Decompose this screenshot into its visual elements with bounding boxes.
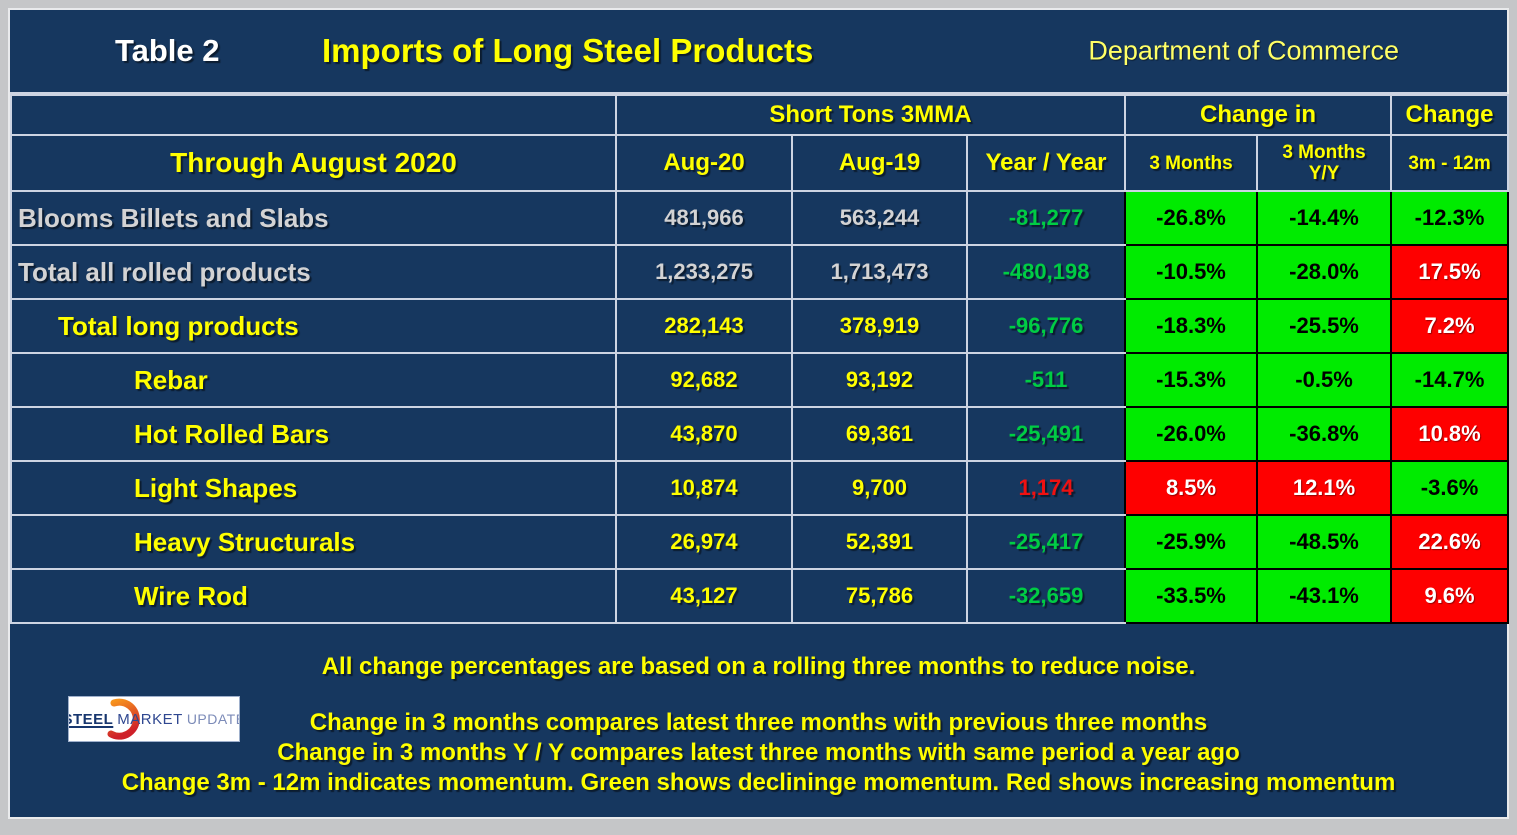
pct-3m-12m: 9.6% <box>1390 568 1510 624</box>
table-row: Hot Rolled Bars 43,870 69,361 -25,491 -26.0%… <box>10 406 1510 462</box>
row-label: Blooms Billets and Slabs <box>10 190 617 246</box>
table-row: Light Shapes 10,874 9,700 1,174 8.5% 12.1% -3.… <box>10 460 1510 516</box>
group-header-change: Change <box>1390 94 1510 136</box>
pct-3m: -26.0% <box>1124 406 1259 462</box>
pct-3m: -26.8% <box>1124 190 1259 246</box>
yoy-value: -32,659 <box>965 568 1127 624</box>
row-label: Hot Rolled Bars <box>10 406 617 462</box>
aug20-value: 10,874 <box>615 460 793 516</box>
imports-table: Short Tons 3MMA Change in Change Through… <box>10 94 1510 624</box>
pct-3m: -15.3% <box>1124 352 1259 408</box>
table-row: Blooms Billets and Slabs 481,966 563,244 -8… <box>10 190 1510 246</box>
column-header-aug20: Aug-20 <box>615 134 793 192</box>
aug20-value: 43,870 <box>615 406 793 462</box>
pct-3m: -25.9% <box>1124 514 1259 570</box>
aug19-value: 52,391 <box>791 514 968 570</box>
pct-3m-yy: -48.5% <box>1256 514 1393 570</box>
column-header-row: Through August 2020 Aug-20 Aug-19 Year /… <box>10 134 1510 192</box>
report-panel: Table 2 Imports of Long Steel Products D… <box>8 8 1510 819</box>
pct-3m-12m: -3.6% <box>1390 460 1510 516</box>
aug20-value: 1,233,275 <box>615 244 793 300</box>
aug19-value: 1,713,473 <box>791 244 968 300</box>
pct-3m-yy: -25.5% <box>1256 298 1393 354</box>
table-row: Total all rolled products 1,233,275 1,713,… <box>10 244 1510 300</box>
pct-3m-yy: -14.4% <box>1256 190 1393 246</box>
aug20-value: 481,966 <box>615 190 793 246</box>
column-header-yoy: Year / Year <box>965 134 1127 192</box>
pct-3m-12m: 10.8% <box>1390 406 1510 462</box>
pct-3m-yy: -28.0% <box>1256 244 1393 300</box>
note-line: Change in 3 months compares latest three… <box>309 709 1208 736</box>
table-body: Blooms Billets and Slabs 481,966 563,244 -8… <box>10 190 1510 624</box>
note-line: Change in 3 months Y / Y compares latest… <box>277 739 1240 766</box>
table-row: Rebar 92,682 93,192 -511 -15.3% -0.5% -14.7% <box>10 352 1510 408</box>
yoy-value: -25,491 <box>965 406 1127 462</box>
aug19-value: 378,919 <box>791 298 968 354</box>
table-row: Wire Rod 43,127 75,786 -32,659 -33.5% -43.1% 9… <box>10 568 1510 624</box>
group-header-change-in: Change in <box>1124 94 1393 136</box>
yoy-value: -480,198 <box>965 244 1127 300</box>
yoy-value: -96,776 <box>965 298 1127 354</box>
column-header-3m-yy: 3 Months Y/Y <box>1256 134 1393 192</box>
group-header-short-tons: Short Tons 3MMA <box>614 94 1127 136</box>
footer: All change percentages are based on a ro… <box>10 624 1507 819</box>
aug20-value: 43,127 <box>615 568 793 624</box>
aug19-value: 93,192 <box>791 352 968 408</box>
pct-3m: -18.3% <box>1124 298 1259 354</box>
smu-logo: STEEL MARKET UPDATE <box>68 696 240 742</box>
table-row: Heavy Structurals 26,974 52,391 -25,417 -25.… <box>10 514 1510 570</box>
source-label: Department of Commerce <box>1088 35 1399 66</box>
yoy-value: -25,417 <box>965 514 1127 570</box>
row-label: Total all rolled products <box>10 244 617 300</box>
row-label: Light Shapes <box>10 460 617 516</box>
column-header-3m-12m: 3m - 12m <box>1390 134 1510 192</box>
pct-3m: 8.5% <box>1124 460 1259 516</box>
pct-3m-12m: 22.6% <box>1390 514 1510 570</box>
row-label: Total long products <box>10 298 617 354</box>
row-label: Heavy Structurals <box>10 514 617 570</box>
logo-word-update: UPDATE <box>186 710 240 727</box>
page-title: Imports of Long Steel Products <box>322 32 814 69</box>
row-label: Wire Rod <box>10 568 617 624</box>
title-bar: Table 2 Imports of Long Steel Products D… <box>10 10 1507 94</box>
corner-cell <box>10 94 617 136</box>
pct-3m-yy: -43.1% <box>1256 568 1393 624</box>
pct-3m-12m: -14.7% <box>1390 352 1510 408</box>
pct-3m-yy: -0.5% <box>1256 352 1393 408</box>
aug20-value: 26,974 <box>615 514 793 570</box>
pct-3m-12m: -12.3% <box>1390 190 1510 246</box>
logo-text: STEEL MARKET UPDATE <box>69 710 240 728</box>
table-number-label: Table 2 <box>115 33 220 68</box>
yoy-value: -511 <box>965 352 1127 408</box>
column-header-3m: 3 Months <box>1124 134 1259 192</box>
yoy-value: -81,277 <box>965 190 1127 246</box>
aug19-value: 563,244 <box>791 190 968 246</box>
pct-3m-12m: 7.2% <box>1390 298 1510 354</box>
aug20-value: 92,682 <box>615 352 793 408</box>
group-header-row: Short Tons 3MMA Change in Change <box>10 94 1510 136</box>
pct-3m-yy: 12.1% <box>1256 460 1393 516</box>
logo-word-market: MARKET <box>117 710 183 728</box>
aug19-value: 75,786 <box>791 568 968 624</box>
pct-3m-yy: -36.8% <box>1256 406 1393 462</box>
aug19-value: 69,361 <box>791 406 968 462</box>
row-label: Rebar <box>10 352 617 408</box>
note-line: All change percentages are based on a ro… <box>321 653 1196 680</box>
table-row: Total long products 282,143 378,919 -96,776… <box>10 298 1510 354</box>
note-line: Change 3m - 12m indicates momentum. Gree… <box>121 769 1396 796</box>
logo-word-steel: STEEL <box>69 710 114 728</box>
period-header: Through August 2020 <box>10 134 617 192</box>
pct-3m-12m: 17.5% <box>1390 244 1510 300</box>
column-header-aug19: Aug-19 <box>791 134 968 192</box>
pct-3m: -33.5% <box>1124 568 1259 624</box>
logo-crescent-icon <box>107 698 140 740</box>
aug19-value: 9,700 <box>791 460 968 516</box>
yoy-value: 1,174 <box>965 460 1127 516</box>
aug20-value: 282,143 <box>615 298 793 354</box>
pct-3m: -10.5% <box>1124 244 1259 300</box>
